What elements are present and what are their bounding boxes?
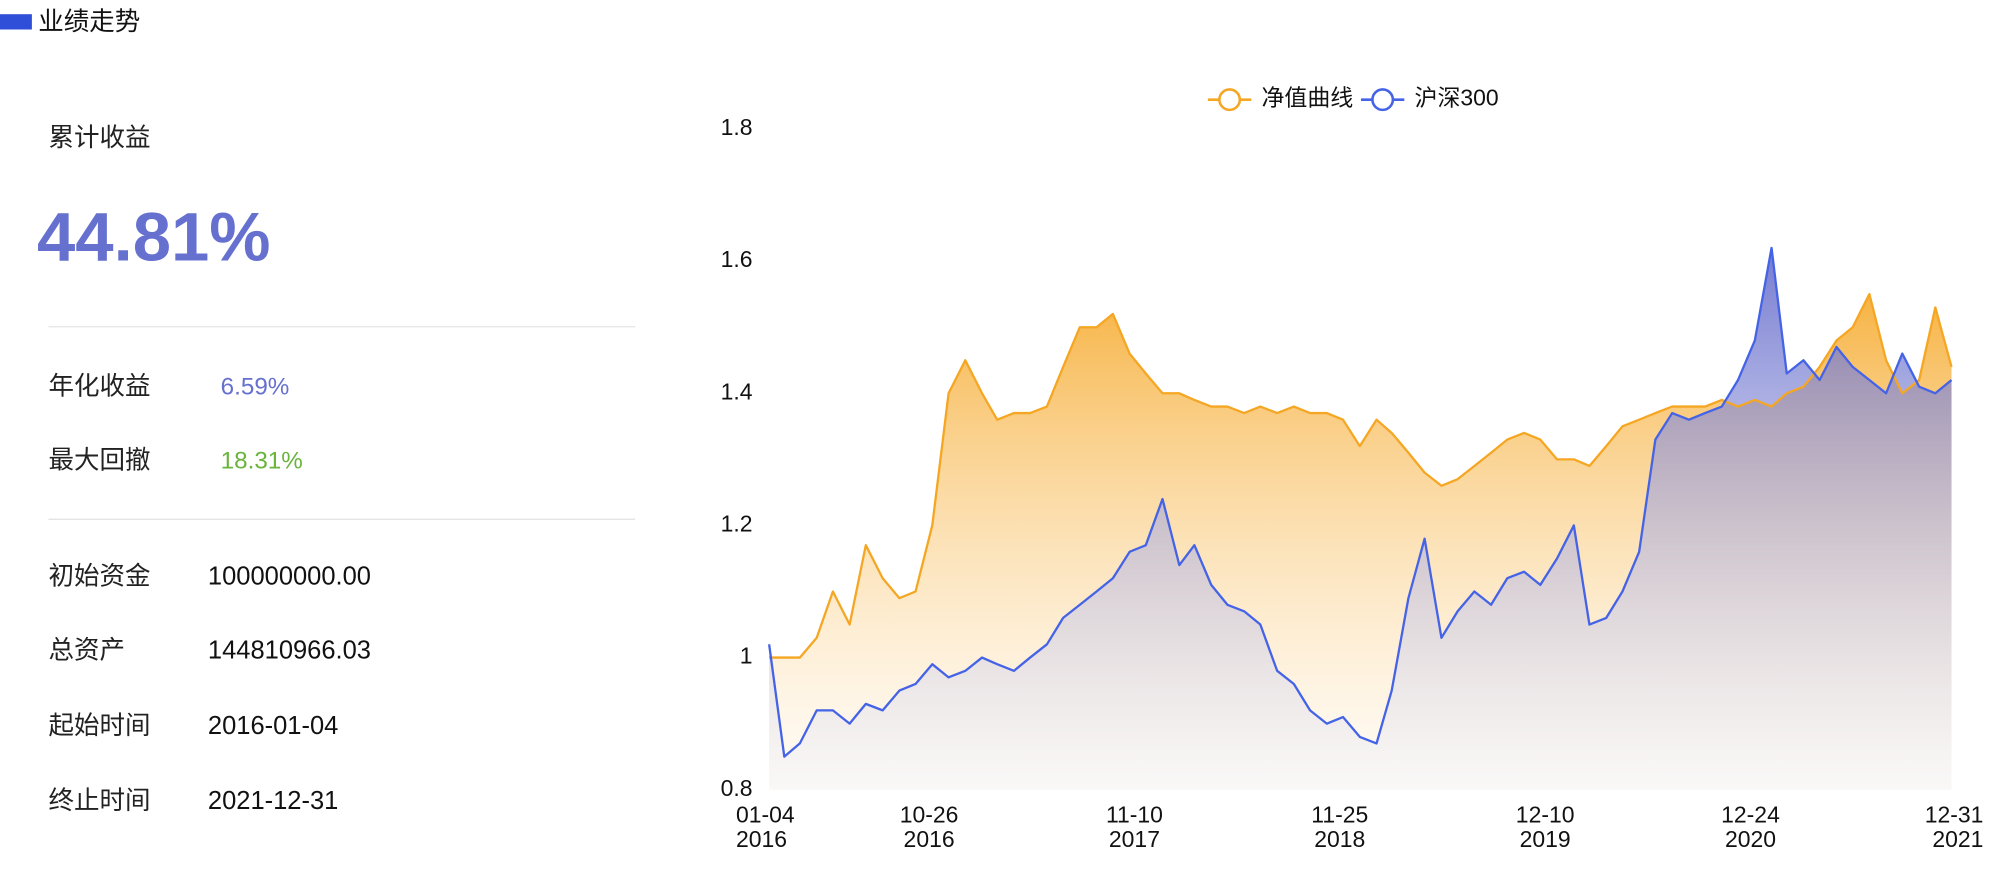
metric-value: 18.31% [221, 447, 303, 474]
y-tick-label: 1.8 [721, 114, 753, 140]
detail-label: 总资产 [48, 637, 125, 665]
detail-value: 100000000.00 [208, 563, 371, 591]
chart: 0.811.21.41.61.801-04201610-26201611-102… [721, 85, 1984, 852]
y-tick-label: 1.4 [721, 378, 753, 404]
metric-label: 最大回撤 [48, 447, 150, 475]
legend-label: 沪深300 [1415, 85, 1499, 111]
x-tick-label: 11-25 [1311, 802, 1368, 828]
x-tick-label: 12-31 [1925, 802, 1984, 828]
x-tick-label: 12-10 [1516, 802, 1575, 828]
x-tick-label: 01-04 [736, 802, 795, 828]
x-tick-label: 2020 [1725, 826, 1776, 852]
detail-value: 2016-01-04 [208, 712, 338, 740]
detail-value: 2021-12-31 [208, 787, 338, 815]
total-return-label: 累计收益 [48, 124, 150, 152]
line [769, 293, 1953, 659]
section-title: 业绩走势 [38, 8, 140, 36]
detail-label: 起始时间 [48, 712, 150, 740]
area [769, 247, 1952, 790]
y-tick-label: 1.2 [721, 510, 753, 536]
total-return-value: 44.81% [37, 199, 271, 276]
x-tick-label: 12-24 [1721, 802, 1780, 828]
x-tick-label: 2017 [1109, 826, 1160, 852]
legend-marker [1371, 88, 1395, 112]
line [767, 246, 1953, 758]
x-tick-label: 2018 [1314, 826, 1365, 852]
x-tick-label: 2019 [1520, 826, 1571, 852]
metric-label: 年化收益 [48, 373, 150, 401]
detail-value: 144810966.03 [208, 637, 371, 665]
x-tick-label: 2016 [736, 826, 787, 852]
legend-marker [1218, 88, 1242, 112]
y-tick-label: 1.6 [721, 246, 753, 272]
x-tick-label: 2021 [1932, 826, 1983, 852]
y-tick-label: 1 [740, 643, 753, 669]
x-tick-label: 10-26 [900, 802, 959, 828]
title-marker [0, 14, 32, 30]
detail-label: 终止时间 [48, 787, 150, 815]
legend-label: 净值曲线 [1261, 85, 1353, 111]
detail-label: 初始资金 [48, 563, 150, 591]
metric-value: 6.59% [221, 373, 290, 400]
x-tick-label: 2016 [904, 826, 955, 852]
x-tick-label: 11-10 [1106, 802, 1163, 828]
y-tick-label: 0.8 [721, 775, 753, 801]
